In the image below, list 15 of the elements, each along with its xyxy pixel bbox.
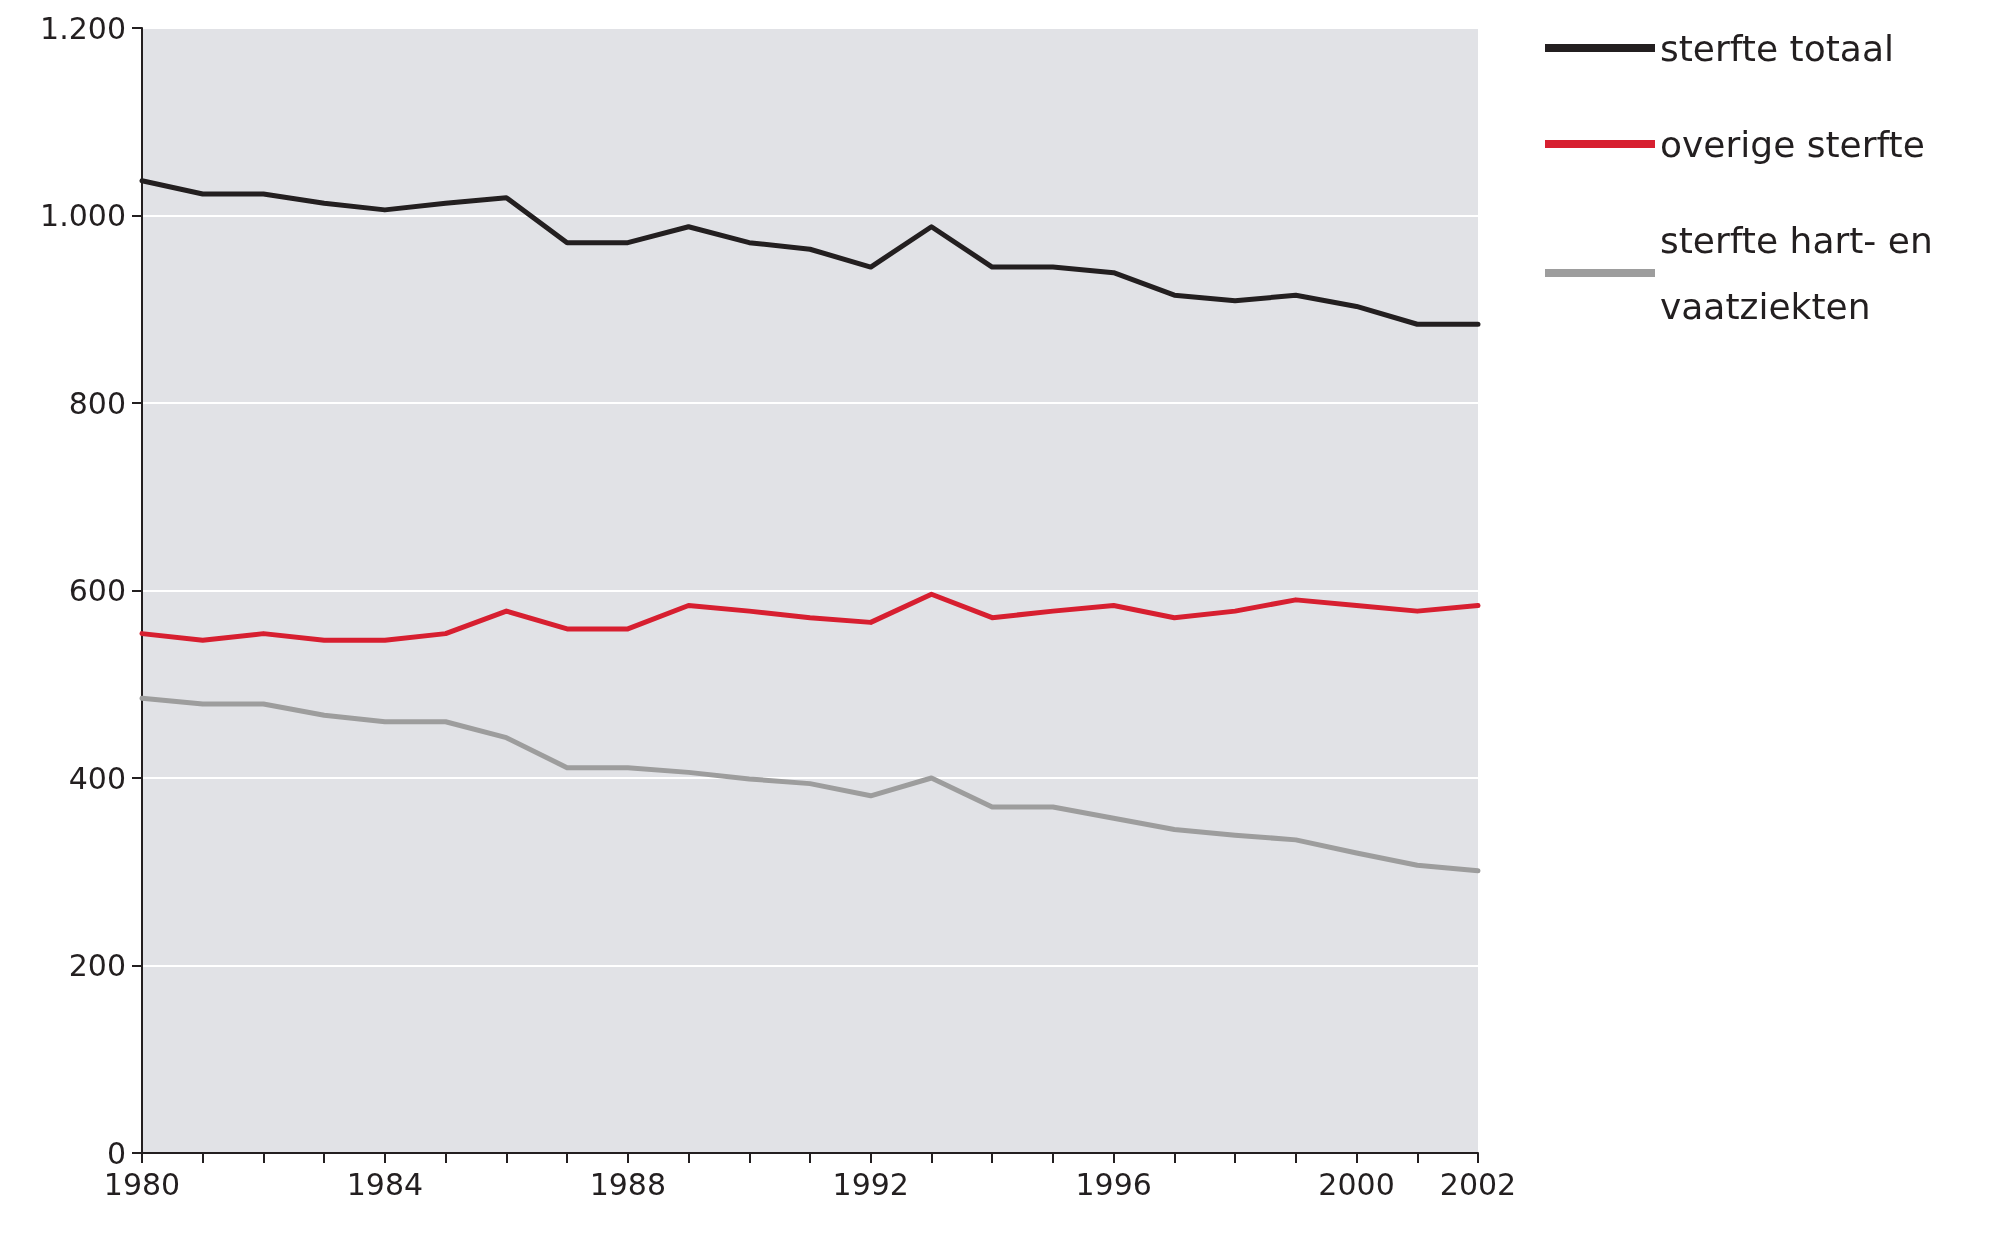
x-tick-label: 1988	[589, 1166, 666, 1202]
y-tick-label: 1.200	[40, 10, 126, 46]
legend-label: sterfte hart- en vaatziekten	[1660, 219, 1945, 327]
x-tick-label: 1996	[1075, 1166, 1152, 1202]
legend-label: overige sterfte	[1660, 123, 1925, 165]
y-tick-label: 200	[68, 948, 126, 983]
x-tick-label: 2002	[1439, 1166, 1517, 1202]
y-tick-label: 600	[68, 573, 126, 608]
y-tick-label: 400	[68, 760, 126, 796]
x-tick-label: 1984	[346, 1166, 424, 1202]
y-tick-label: 800	[68, 385, 126, 421]
x-tick-label: 1992	[832, 1166, 909, 1202]
x-tick-label: 2000	[1318, 1166, 1395, 1202]
y-tick-label: 1.000	[40, 198, 126, 233]
legend-label: sterfte totaal	[1660, 27, 1894, 69]
